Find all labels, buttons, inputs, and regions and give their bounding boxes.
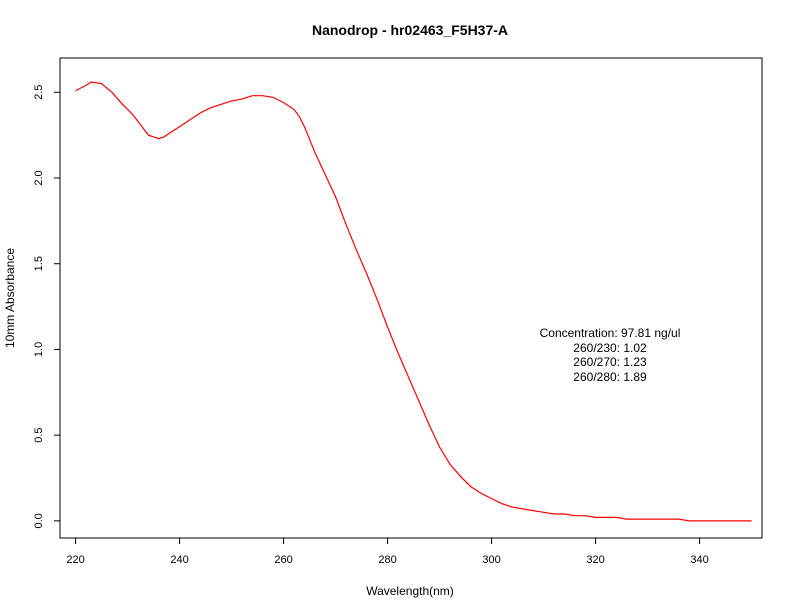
x-tick-label: 260	[274, 554, 292, 566]
annotation-260-270: 260/270: 1.23	[573, 355, 647, 369]
plot-frame	[59, 57, 763, 539]
annotation-260-280: 260/280: 1.89	[573, 370, 647, 384]
x-axis-label: Wavelength(nm)	[366, 584, 454, 598]
y-tick-label: 2.5	[33, 85, 45, 100]
x-tick-label: 300	[482, 554, 500, 566]
y-tick-label: 1.0	[33, 342, 45, 357]
annotation-concentration: Concentration: 97.81 ng/ul	[540, 326, 681, 340]
chart-title: Nanodrop - hr02463_F5H37-A	[312, 22, 508, 38]
x-axis: 220 240 260 280 300 320 340	[66, 538, 709, 566]
stats-annotation: Concentration: 97.81 ng/ul 260/230: 1.02…	[540, 326, 681, 384]
x-tick-label: 320	[586, 554, 604, 566]
y-axis: 0.0 0.5 1.0 1.5 2.0 2.5	[33, 85, 60, 529]
y-tick-label: 2.0	[33, 170, 45, 185]
x-tick-label: 280	[378, 554, 396, 566]
y-axis-label: 10mm Absorbance	[3, 248, 17, 348]
x-tick-label: 340	[690, 554, 708, 566]
x-tick-label: 220	[66, 554, 84, 566]
x-tick-label: 240	[170, 554, 188, 566]
absorbance-curve	[75, 81, 752, 522]
y-tick-label: 0.5	[33, 427, 45, 442]
y-tick-label: 1.5	[33, 256, 45, 271]
annotation-260-230: 260/230: 1.02	[573, 341, 647, 355]
y-tick-label: 0.0	[33, 513, 45, 528]
